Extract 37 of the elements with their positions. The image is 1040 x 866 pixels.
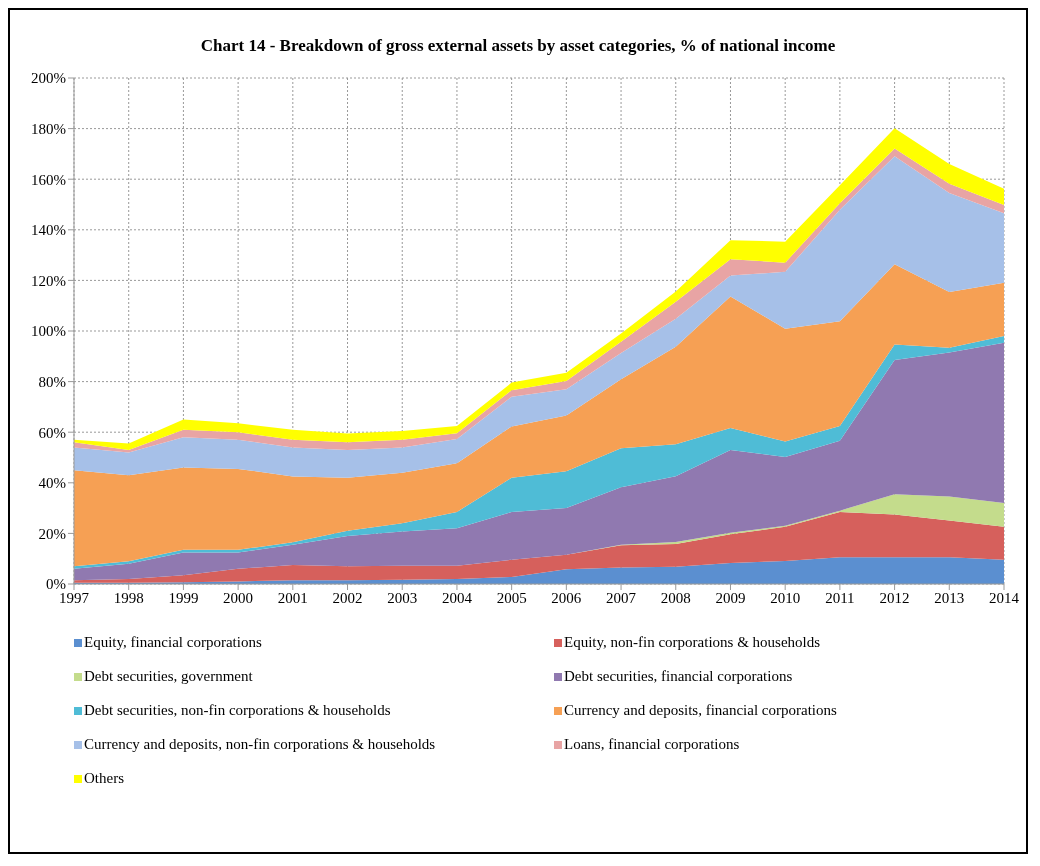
x-tick-label: 2009 [715,589,746,606]
x-tick-label: 2001 [277,589,308,606]
x-tick-label: 1998 [113,589,144,606]
x-tick-label: 2002 [332,589,363,606]
legend-label: Currency and deposits, non-fin corporations & households [84,736,436,753]
x-tick-label: 2008 [660,589,691,606]
y-tick-label: 20% [38,525,66,542]
y-tick-label: 140% [31,222,66,239]
x-tick-label: 2007 [606,589,637,606]
chart-title: Chart 14 - Breakdown of gross external assets by asset categories, % of national income [199,36,837,57]
legend-label: Debt securities, non-fin corporations & households [84,702,391,719]
x-tick-label: 1999 [168,589,199,606]
x-tick-label: 2003 [387,589,418,606]
x-tick-label: 2011 [825,589,855,606]
x-tick-label: 2004 [441,589,473,606]
x-tick-label: 2000 [223,589,254,606]
legend-label: Equity, financial corporations [84,634,262,651]
y-tick-label: 100% [31,323,66,340]
x-tick-label: 2010 [770,589,801,606]
x-tick-label: 2014 [989,589,1020,606]
y-tick-label: 120% [31,272,66,289]
y-tick-label: 160% [31,171,66,188]
x-tick-label: 2013 [934,589,965,606]
x-tick-label: 2005 [496,589,527,606]
legend-label: Others [84,770,124,787]
x-tick-label: 2012 [879,589,910,606]
legend-label: Loans, financial corporations [564,736,740,753]
x-tick-label: 2006 [551,589,582,606]
legend-label: Equity, non-fin corporations & households [564,634,821,651]
y-tick-label: 40% [38,475,66,492]
legend-label: Debt securities, financial corporations [564,668,793,685]
y-tick-label: 60% [38,424,66,441]
y-tick-label: 180% [31,120,66,137]
y-tick-label: 200% [31,70,66,87]
y-tick-label: 80% [38,373,66,390]
legend-label: Currency and deposits, financial corporations [564,702,837,719]
legend-label: Debt securities, government [84,668,253,685]
